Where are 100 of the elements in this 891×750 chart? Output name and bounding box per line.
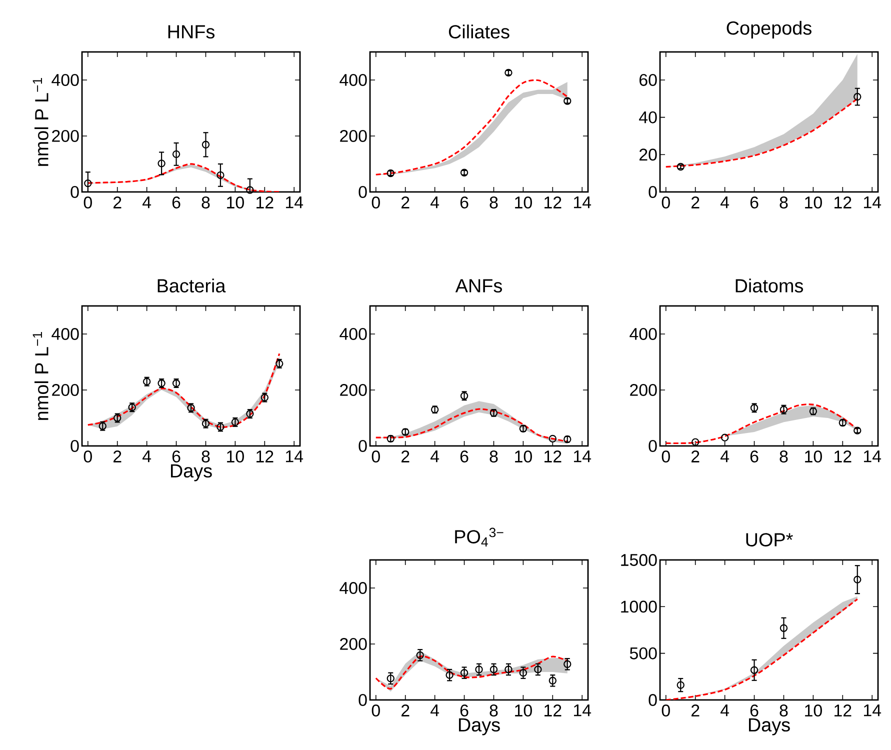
x-tick-label: 0: [662, 450, 670, 462]
x-tick-label: 4: [720, 196, 730, 208]
x-tick-label: 4: [430, 450, 440, 462]
y-tick-label: 0: [70, 440, 79, 452]
chart-title: UOP*: [746, 533, 793, 546]
x-tick-label: 10: [805, 196, 822, 208]
point: [676, 681, 684, 689]
x-tick-label: 8: [490, 704, 498, 716]
y-tick-label: 200: [340, 638, 367, 650]
x-tick-label: 6: [460, 450, 468, 462]
y-tick-label: 40: [639, 111, 657, 124]
y-tick-label: 0: [648, 186, 657, 198]
x-tick-label: 12: [544, 450, 562, 462]
point: [854, 576, 862, 584]
point: [564, 660, 572, 668]
x-tick-label: 0: [372, 196, 380, 208]
y-tick-label: 400: [630, 328, 657, 340]
x-tick-label: 14: [574, 196, 592, 208]
x-tick-label: 0: [372, 704, 380, 716]
chart-title: Copepods: [726, 20, 812, 38]
point: [216, 171, 224, 180]
x-tick-label: 4: [430, 196, 440, 208]
y-tick-label: 0: [358, 440, 367, 452]
x-tick-label: 4: [142, 196, 152, 208]
x-tick-label: 2: [402, 196, 410, 208]
x-axis-title: Days: [458, 718, 500, 736]
x-tick-label: 0: [662, 196, 670, 208]
y-tick-label: 500: [630, 647, 657, 660]
y-tick-label: 0: [648, 694, 657, 706]
y-tick-label: 400: [340, 74, 367, 86]
y-axis-title: nmol P L$^{−1}$: [32, 332, 48, 420]
x-tick-label: 10: [227, 196, 244, 208]
x-tick-label: 10: [805, 704, 822, 717]
y-axis-title: nmol P L$^{−1}$: [32, 78, 48, 166]
point: [446, 671, 454, 679]
x-tick-label: 2: [402, 450, 410, 462]
x-tick-label: 6: [750, 196, 758, 208]
point: [534, 666, 542, 674]
y-tick-label: 400: [340, 582, 367, 594]
x-tick-label: 14: [574, 704, 592, 716]
x-tick-label: 0: [372, 450, 380, 462]
x-tick-label: 8: [780, 196, 788, 208]
x-tick-label: 14: [864, 196, 882, 208]
x-tick-label: 8: [780, 450, 788, 462]
x-tick-label: 4: [430, 704, 440, 716]
x-tick-label: 2: [114, 450, 122, 462]
point: [460, 668, 468, 677]
x-tick-label: 12: [544, 196, 562, 208]
x-axis-title: Days: [748, 718, 790, 736]
x-tick-label: 10: [227, 450, 244, 462]
x-tick-label: 0: [662, 704, 670, 717]
y-tick-label: 400: [340, 328, 367, 340]
y-tick-label: 0: [358, 186, 367, 198]
y-tick-label: 200: [340, 384, 367, 396]
x-tick-label: 2: [692, 196, 700, 208]
point: [548, 676, 557, 685]
y-tick-label: 400: [52, 328, 79, 340]
x-tick-label: 2: [402, 704, 410, 716]
y-tick-label: 200: [52, 130, 79, 142]
x-tick-label: 12: [544, 704, 562, 716]
x-tick-label: 6: [750, 704, 758, 717]
chart-title: PO$_{4}$3−: [455, 528, 504, 546]
x-tick-label: 10: [805, 450, 822, 462]
point: [416, 651, 424, 660]
x-tick-label: 0: [84, 196, 92, 208]
x-tick-label: 8: [780, 704, 788, 717]
x-tick-label: 14: [286, 196, 304, 208]
y-tick-label: 20: [640, 148, 657, 161]
x-tick-label: 2: [114, 196, 122, 208]
x-tick-label: 8: [202, 450, 210, 462]
x-tick-label: 6: [172, 450, 180, 462]
chart-title: Ciliates: [448, 24, 510, 38]
x-tick-label: 6: [172, 196, 180, 208]
point: [386, 674, 394, 682]
x-tick-label: 10: [515, 196, 532, 208]
line-series: [375, 408, 568, 442]
x-tick-label: 14: [864, 450, 882, 462]
point: [780, 624, 788, 632]
y-tick-label: 0: [648, 440, 657, 452]
x-tick-label: 6: [460, 704, 468, 716]
x-tick-label: 4: [720, 450, 730, 462]
chart-title: Diatoms: [736, 278, 804, 292]
chart-title: HNFs: [168, 25, 215, 38]
point: [750, 666, 758, 674]
x-tick-label: 12: [834, 450, 852, 462]
x-tick-label: 2: [692, 704, 700, 716]
x-tick-label: 0: [84, 450, 92, 462]
point: [475, 666, 483, 674]
point: [692, 438, 700, 446]
x-tick-label: 10: [515, 450, 532, 462]
point: [720, 434, 729, 442]
point: [504, 666, 512, 674]
x-tick-label: 2: [692, 450, 700, 462]
x-tick-label: 4: [720, 704, 730, 716]
y-tick-label: 200: [52, 384, 79, 396]
x-tick-label: 14: [574, 450, 592, 462]
x-tick-label: 6: [750, 450, 758, 462]
point: [490, 666, 498, 674]
point: [172, 150, 180, 158]
x-tick-label: 10: [515, 704, 532, 716]
